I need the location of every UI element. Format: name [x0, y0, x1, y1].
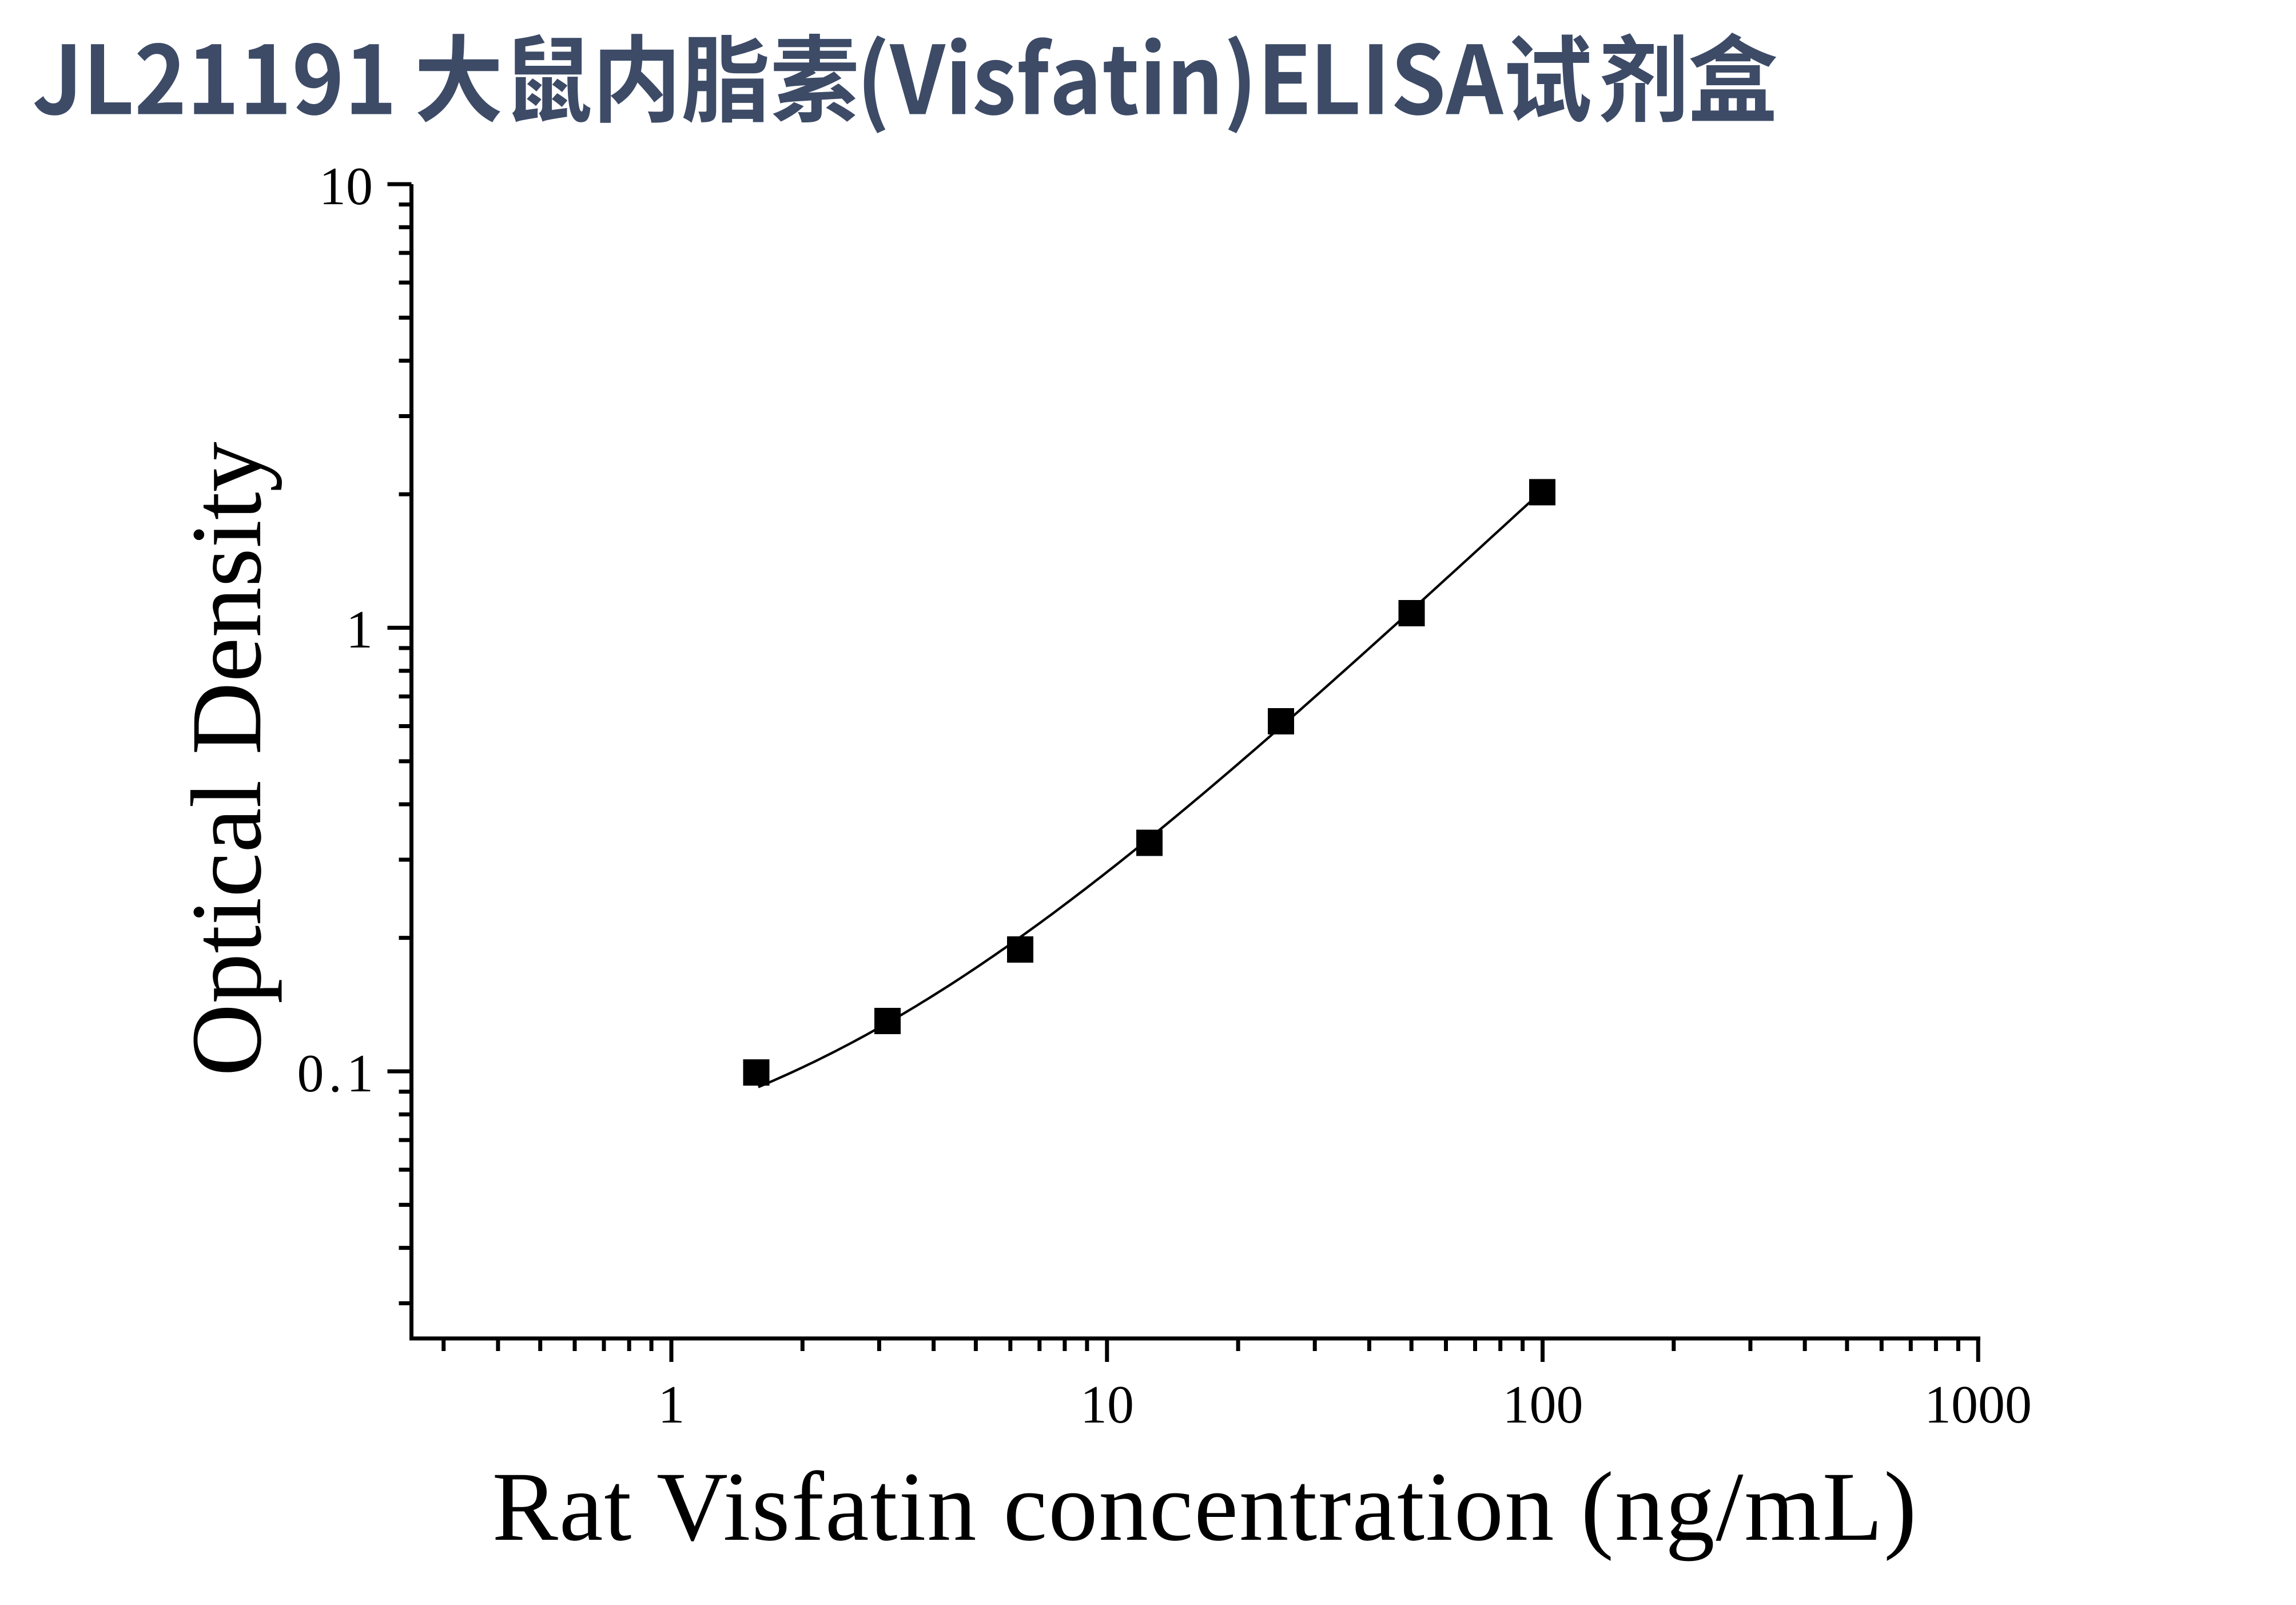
svg-text:10: 10 — [1080, 1375, 1134, 1435]
svg-text:10: 10 — [319, 157, 373, 216]
svg-text:1: 1 — [346, 600, 373, 660]
svg-text:Optical Density: Optical Density — [171, 442, 282, 1076]
svg-text:1000: 1000 — [1924, 1375, 2032, 1435]
svg-text:Rat Visfatin concentration (ng: Rat Visfatin concentration (ng/mL) — [492, 1452, 1918, 1562]
svg-text:100: 100 — [1503, 1375, 1583, 1435]
svg-text:1: 1 — [658, 1375, 685, 1435]
svg-text:0.1: 0.1 — [297, 1044, 379, 1103]
